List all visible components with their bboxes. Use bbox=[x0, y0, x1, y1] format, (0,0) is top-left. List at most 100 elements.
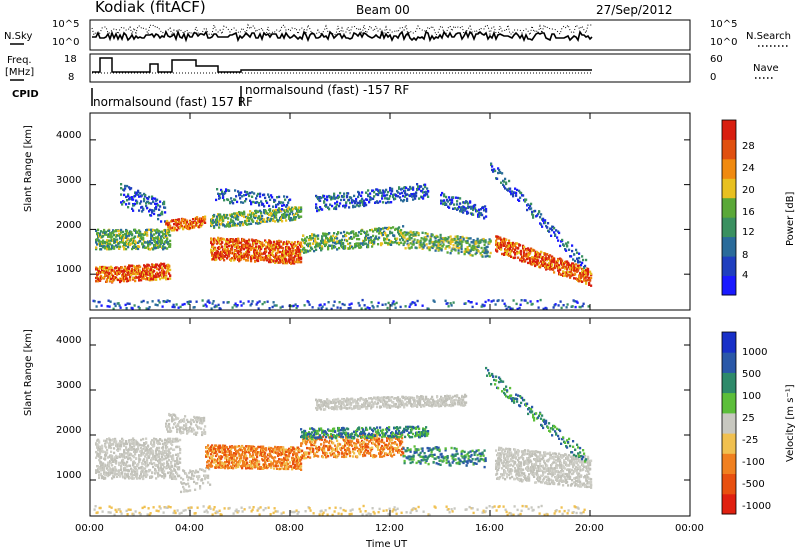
data-cell bbox=[106, 278, 109, 281]
data-cell bbox=[130, 467, 133, 470]
data-cell bbox=[394, 241, 397, 244]
data-cell bbox=[286, 195, 289, 199]
data-cell bbox=[582, 302, 585, 305]
data-cell bbox=[317, 307, 320, 310]
data-cell bbox=[542, 219, 545, 222]
data-cell bbox=[110, 277, 113, 281]
data-cell bbox=[155, 470, 158, 473]
data-cell bbox=[293, 258, 296, 261]
data-cell bbox=[449, 242, 452, 246]
data-cell bbox=[489, 240, 492, 243]
data-cell bbox=[231, 247, 234, 251]
data-cell bbox=[338, 301, 341, 304]
data-cell bbox=[276, 196, 279, 199]
data-cell bbox=[136, 469, 139, 472]
data-cell bbox=[100, 456, 103, 459]
data-cell bbox=[200, 225, 203, 228]
data-cell bbox=[557, 239, 560, 242]
data-cell bbox=[162, 453, 165, 456]
data-cell bbox=[466, 241, 469, 245]
data-cell bbox=[115, 229, 118, 232]
data-cell bbox=[219, 216, 222, 219]
data-cell bbox=[238, 255, 241, 258]
data-cell bbox=[108, 442, 111, 445]
data-cell bbox=[226, 242, 229, 246]
data-cell bbox=[228, 189, 231, 192]
data-cell bbox=[152, 455, 155, 459]
data-cell bbox=[110, 446, 113, 450]
data-cell bbox=[305, 239, 308, 242]
data-cell bbox=[269, 219, 272, 223]
data-cell bbox=[360, 307, 363, 310]
data-cell bbox=[325, 235, 328, 238]
nave-tick-bottom-right: 0 bbox=[710, 72, 717, 83]
data-cell bbox=[378, 236, 381, 239]
data-cell bbox=[240, 253, 243, 256]
data-cell bbox=[563, 262, 566, 265]
data-cell bbox=[264, 239, 267, 242]
data-cell bbox=[331, 244, 334, 247]
data-cell bbox=[98, 466, 101, 469]
data-cell bbox=[288, 215, 291, 218]
data-cell bbox=[112, 442, 115, 446]
data-cell bbox=[240, 201, 243, 204]
data-cell bbox=[114, 238, 117, 241]
data-cell bbox=[448, 196, 451, 199]
data-cell bbox=[133, 450, 136, 454]
data-cell bbox=[503, 180, 506, 183]
data-cell bbox=[412, 240, 415, 243]
data-cell bbox=[113, 475, 116, 479]
data-cell bbox=[571, 249, 574, 253]
data-cell bbox=[100, 304, 103, 307]
data-cell bbox=[163, 465, 166, 469]
data-cell bbox=[336, 306, 339, 309]
data-cell bbox=[343, 198, 346, 201]
data-cell bbox=[99, 232, 102, 235]
data-cell bbox=[145, 266, 148, 269]
data-cell bbox=[224, 244, 227, 247]
data-cell bbox=[153, 437, 156, 440]
data-cell bbox=[137, 189, 140, 193]
data-cell bbox=[463, 206, 466, 209]
data-cell bbox=[126, 442, 129, 446]
data-cell bbox=[184, 220, 187, 223]
data-cell bbox=[103, 439, 106, 442]
data-cell bbox=[327, 301, 330, 304]
data-cell bbox=[295, 215, 298, 219]
data-cell bbox=[147, 244, 150, 248]
data-cell bbox=[125, 240, 128, 244]
data-cell bbox=[256, 220, 259, 223]
data-cell bbox=[429, 239, 432, 242]
data-cell bbox=[475, 251, 478, 254]
data-cell bbox=[266, 201, 269, 204]
data-cell bbox=[477, 250, 480, 253]
data-cell bbox=[242, 201, 245, 204]
data-cell bbox=[348, 198, 351, 202]
data-cell bbox=[149, 208, 152, 212]
data-cell bbox=[146, 206, 149, 210]
data-cell bbox=[376, 188, 379, 191]
data-cell bbox=[448, 206, 451, 209]
data-cell bbox=[329, 244, 332, 247]
data-cell bbox=[511, 307, 514, 310]
data-cell bbox=[538, 210, 541, 214]
data-cell bbox=[567, 241, 570, 244]
data-cell bbox=[475, 241, 478, 244]
data-cell bbox=[157, 442, 160, 446]
data-cell bbox=[150, 440, 153, 444]
data-cell bbox=[156, 456, 159, 459]
data-cell bbox=[490, 163, 493, 167]
data-cell bbox=[319, 242, 322, 245]
data-cell bbox=[471, 305, 474, 309]
data-cell bbox=[96, 275, 99, 278]
data-cell bbox=[182, 218, 185, 221]
data-cell bbox=[509, 248, 512, 251]
data-cell bbox=[386, 238, 389, 241]
data-cell bbox=[284, 242, 287, 246]
data-cell bbox=[148, 277, 151, 280]
data-cell bbox=[129, 277, 132, 281]
data-cell bbox=[104, 274, 107, 277]
data-cell bbox=[260, 212, 263, 215]
data-cell bbox=[137, 193, 140, 196]
data-cell bbox=[449, 302, 452, 305]
